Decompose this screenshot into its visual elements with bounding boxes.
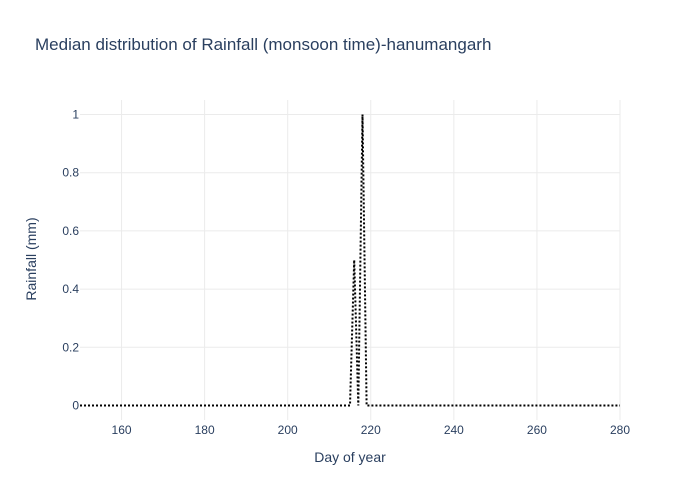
x-tick-label: 220 bbox=[361, 423, 381, 437]
y-tick-label: 0.2 bbox=[62, 340, 79, 354]
x-tick-label: 280 bbox=[610, 423, 630, 437]
x-tick-label: 200 bbox=[278, 423, 298, 437]
y-tick-label: 0.4 bbox=[62, 282, 79, 296]
y-axis-title: Rainfall (mm) bbox=[23, 217, 39, 300]
grid bbox=[80, 100, 621, 420]
x-axis-title: Day of year bbox=[314, 449, 386, 465]
y-tick-label: 0.8 bbox=[62, 166, 79, 180]
x-tick-label: 260 bbox=[527, 423, 547, 437]
x-tick-label: 240 bbox=[444, 423, 464, 437]
x-tick-label: 160 bbox=[112, 423, 132, 437]
y-tick-label: 0.6 bbox=[62, 224, 79, 238]
y-axis: 0 0.2 0.4 0.6 0.8 1 bbox=[62, 108, 79, 413]
plot-area bbox=[80, 114, 620, 407]
series-line bbox=[80, 114, 620, 407]
y-tick-label: 0 bbox=[72, 398, 79, 412]
chart-title: Median distribution of Rainfall (monsoon… bbox=[35, 35, 491, 54]
x-tick-label: 180 bbox=[195, 423, 215, 437]
x-axis: 160 180 200 220 240 260 280 bbox=[112, 423, 631, 437]
y-tick-label: 1 bbox=[72, 108, 79, 122]
